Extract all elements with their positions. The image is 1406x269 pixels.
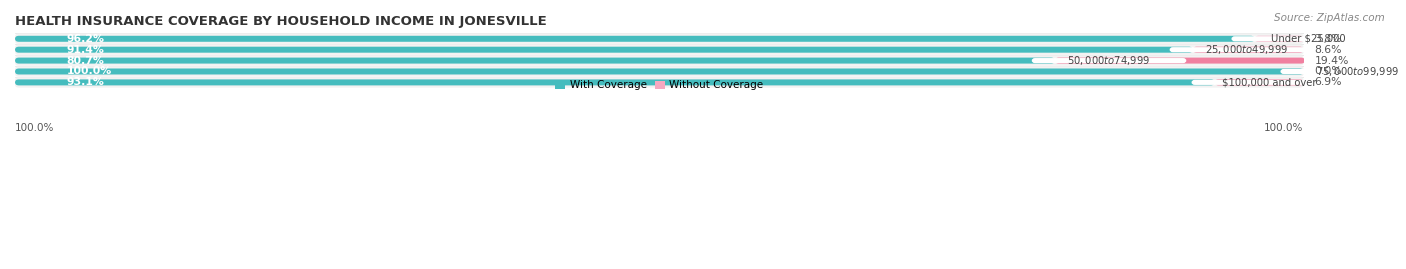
FancyBboxPatch shape xyxy=(1054,58,1305,63)
FancyBboxPatch shape xyxy=(1032,58,1187,63)
Text: $100,000 and over: $100,000 and over xyxy=(1222,77,1316,87)
FancyBboxPatch shape xyxy=(1281,69,1406,74)
Text: 19.4%: 19.4% xyxy=(1315,56,1350,66)
FancyBboxPatch shape xyxy=(1215,79,1303,85)
Text: 3.8%: 3.8% xyxy=(1315,34,1341,44)
FancyBboxPatch shape xyxy=(1170,47,1324,52)
Text: $50,000 to $74,999: $50,000 to $74,999 xyxy=(1067,54,1150,67)
Text: 8.6%: 8.6% xyxy=(1315,45,1341,55)
FancyBboxPatch shape xyxy=(1191,80,1346,85)
FancyBboxPatch shape xyxy=(15,66,1303,77)
FancyBboxPatch shape xyxy=(15,55,1303,66)
FancyBboxPatch shape xyxy=(15,36,1254,42)
Text: 96.2%: 96.2% xyxy=(66,34,104,44)
Text: 0.0%: 0.0% xyxy=(1315,66,1341,76)
FancyBboxPatch shape xyxy=(15,58,1054,63)
Text: 100.0%: 100.0% xyxy=(15,123,55,133)
FancyBboxPatch shape xyxy=(15,47,1192,53)
FancyBboxPatch shape xyxy=(15,79,1215,85)
Legend: With Coverage, Without Coverage: With Coverage, Without Coverage xyxy=(551,76,768,95)
Text: 6.9%: 6.9% xyxy=(1315,77,1341,87)
Text: Source: ZipAtlas.com: Source: ZipAtlas.com xyxy=(1274,13,1385,23)
FancyBboxPatch shape xyxy=(1254,36,1303,42)
Text: HEALTH INSURANCE COVERAGE BY HOUSEHOLD INCOME IN JONESVILLE: HEALTH INSURANCE COVERAGE BY HOUSEHOLD I… xyxy=(15,15,547,28)
Text: Under $25,000: Under $25,000 xyxy=(1271,34,1346,44)
FancyBboxPatch shape xyxy=(15,44,1303,55)
Text: $75,000 to $99,999: $75,000 to $99,999 xyxy=(1316,65,1399,78)
FancyBboxPatch shape xyxy=(15,69,1303,75)
Text: $25,000 to $49,999: $25,000 to $49,999 xyxy=(1205,43,1288,56)
Text: 100.0%: 100.0% xyxy=(1264,123,1303,133)
Text: 91.4%: 91.4% xyxy=(66,45,104,55)
Text: 100.0%: 100.0% xyxy=(66,66,112,76)
FancyBboxPatch shape xyxy=(15,77,1303,88)
FancyBboxPatch shape xyxy=(15,34,1303,44)
FancyBboxPatch shape xyxy=(1192,47,1303,53)
Text: 93.1%: 93.1% xyxy=(66,77,104,87)
FancyBboxPatch shape xyxy=(1232,36,1386,41)
Text: 80.7%: 80.7% xyxy=(66,56,104,66)
